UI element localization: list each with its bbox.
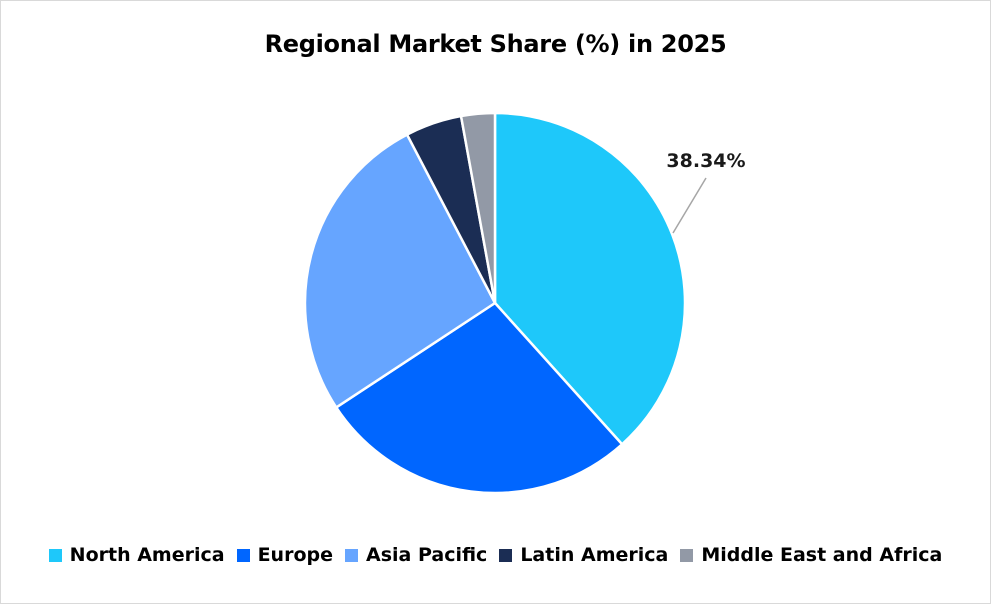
legend-swatch (236, 548, 250, 562)
legend: North America Europe Asia Pacific Latin Ame… (0, 544, 991, 566)
legend-label: North America (69, 544, 225, 566)
legend-item-middle-east-and-africa: Middle East and Africa (680, 544, 942, 566)
legend-swatch (499, 548, 513, 562)
legend-label: Europe (257, 544, 333, 566)
legend-label: Asia Pacific (366, 544, 488, 566)
legend-swatch (345, 548, 358, 562)
legend-label: Latin America (520, 544, 669, 566)
legend-label: Middle East and Africa (701, 544, 943, 566)
pie-slice-asia-pacific (303, 132, 497, 410)
pie-slice-north-america (493, 111, 687, 447)
legend-swatch (680, 548, 694, 562)
pie-slice-europe (334, 301, 624, 495)
legend-item-north-america: North America (48, 544, 225, 566)
leader-line (672, 177, 707, 234)
legend-swatch (48, 548, 62, 562)
data-label-north-america: 38.34% (666, 150, 745, 172)
pie-slices (303, 111, 687, 495)
legend-item-asia-pacific: Asia Pacific (345, 544, 487, 566)
chart-title: Regional Market Share (%) in 2025 (264, 30, 727, 58)
legend-item-europe: Europe (236, 544, 333, 566)
legend-item-latin-america: Latin America (499, 544, 668, 566)
pie-slice-middle-east-and-africa (459, 111, 497, 304)
